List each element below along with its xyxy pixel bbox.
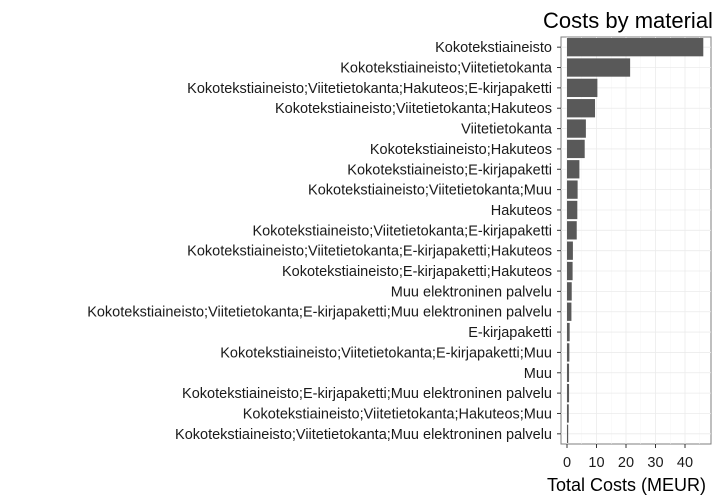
category-label: Kokotekstiaineisto;E-kirjapaketti;Hakute… (282, 264, 552, 280)
category-label: Kokotekstiaineisto;E-kirjapaketti (347, 162, 552, 178)
bar (567, 261, 573, 281)
bar (567, 160, 580, 179)
category-label: Kokotekstiaineisto;Viitetietokanta;E-kir… (187, 244, 552, 260)
bar (567, 282, 572, 301)
category-label: Kokotekstiaineisto;Viitetietokanta;Muu (308, 183, 552, 199)
category-label: Kokotekstiaineisto;Viitetietokanta;Hakut… (243, 406, 552, 422)
x-tick-label: 10 (588, 455, 604, 471)
x-tick-label: 20 (618, 455, 634, 471)
x-tick-label: 30 (647, 455, 663, 471)
chart-title: Costs by material (543, 8, 713, 33)
bar (567, 343, 570, 362)
category-label: Hakuteos (491, 203, 552, 219)
x-tick-label: 0 (563, 455, 571, 471)
bar (567, 241, 573, 260)
bar (567, 424, 569, 443)
bar (567, 78, 598, 98)
bar (567, 302, 572, 321)
category-label: Muu (524, 366, 552, 382)
category-label: Kokotekstiaineisto;Viitetietokanta;E-kir… (252, 223, 552, 239)
bar (567, 221, 577, 240)
category-label: Muu elektroninen palvelu (391, 284, 552, 300)
category-label: Viitetietokanta (461, 122, 553, 138)
bar (567, 119, 586, 138)
category-label: Kokotekstiaineisto;Viitetietokanta;E-kir… (87, 305, 552, 321)
category-label: E-kirjapaketti (468, 325, 552, 341)
x-axis-title: Total Costs (MEUR) (547, 475, 706, 495)
category-label: Kokotekstiaineisto;Viitetietokanta (340, 61, 553, 77)
category-label: Kokotekstiaineisto;Hakuteos (370, 142, 552, 158)
category-label: Kokotekstiaineisto;Viitetietokanta;Hakut… (275, 101, 552, 117)
category-labels: Kokotekstiaineisto Kokotekstiaineisto;Vii… (87, 40, 561, 443)
x-tick-label: 40 (677, 455, 693, 471)
bar (567, 139, 585, 159)
category-label: Kokotekstiaineisto;Viitetietokanta;Muu e… (175, 427, 552, 443)
category-label: Kokotekstiaineisto;Viitetietokanta;Hakut… (187, 81, 552, 97)
category-label: Kokotekstiaineisto;Viitetietokanta;E-kir… (220, 345, 552, 361)
bar (567, 363, 570, 382)
x-axis-ticks: 0 10 20 30 40 (563, 444, 693, 471)
bar (567, 99, 596, 118)
bar (567, 200, 578, 220)
plot-panel (560, 36, 712, 445)
bars (567, 38, 704, 443)
category-label: Kokotekstiaineisto (435, 40, 552, 56)
bar (567, 58, 631, 77)
bar (567, 404, 569, 423)
bar (567, 322, 570, 342)
bar (567, 38, 704, 57)
category-label: Kokotekstiaineisto;E-kirjapaketti;Muu el… (182, 386, 552, 402)
bar (567, 383, 570, 403)
bar (567, 180, 578, 199)
